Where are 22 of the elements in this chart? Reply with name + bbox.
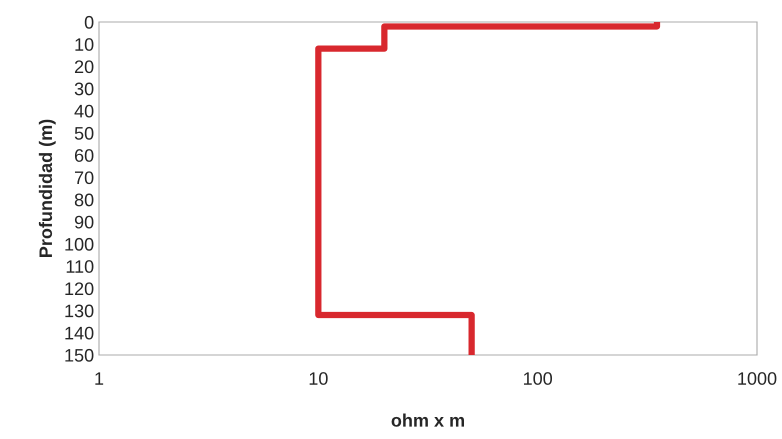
y-tick-label: 10: [75, 38, 94, 51]
y-axis-title: Profundidad (m): [38, 120, 56, 257]
x-axis-title: ohm x m: [392, 414, 464, 427]
y-tick-label: 40: [74, 104, 94, 118]
x-tick-label: 10: [310, 372, 328, 385]
x-tick-label: 1: [95, 372, 104, 385]
y-tick-label: 0: [84, 16, 94, 29]
y-tick-label: 70: [74, 171, 94, 184]
y-tick-label: 60: [74, 149, 94, 162]
y-tick-label: 80: [74, 194, 94, 206]
y-tick-label: 120: [65, 282, 94, 296]
y-tick-label: 50: [74, 126, 94, 140]
y-tick-label: 30: [74, 82, 94, 96]
y-tick-label: 90: [74, 216, 94, 229]
y-tick-label: 140: [65, 326, 94, 340]
x-tick-label: 100: [524, 372, 552, 385]
y-tick-label: 20: [74, 60, 94, 74]
y-tick-label: 100: [65, 238, 94, 251]
y-tick-label: 150: [65, 348, 94, 362]
x-tick-label: 1000: [738, 372, 776, 385]
y-tick-label: 110: [66, 260, 94, 273]
y-tick-label: 130: [65, 304, 94, 318]
